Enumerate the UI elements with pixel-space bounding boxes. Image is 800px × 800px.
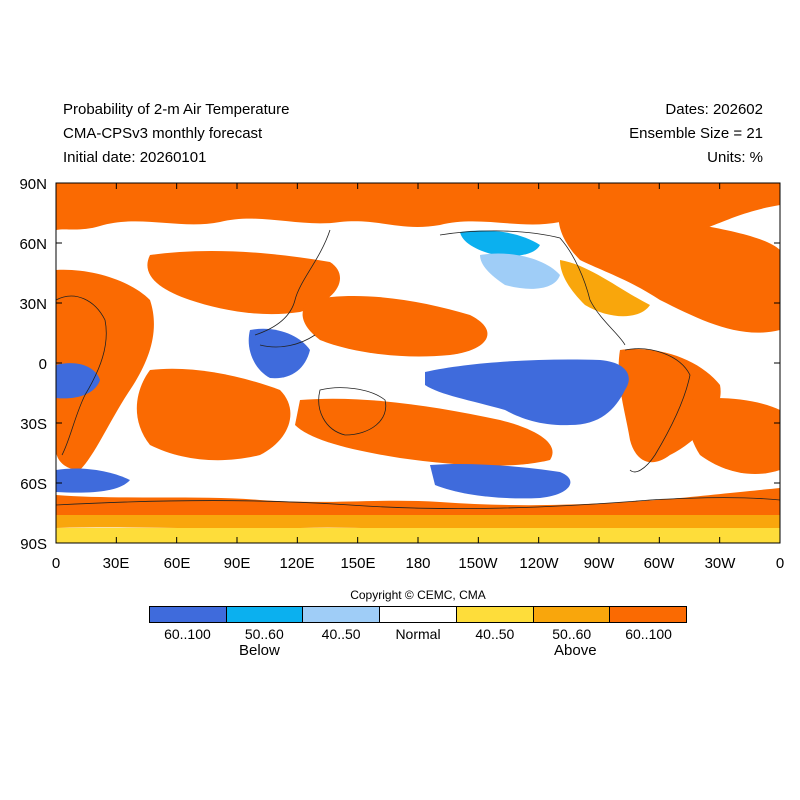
legend-label-above-low: 40..50 <box>475 626 515 642</box>
north-atlantic-above-region <box>558 208 780 333</box>
lon-label-90e: 90E <box>224 555 251 572</box>
lon-tick-marks <box>55 183 781 543</box>
forecast-dates: Dates: 202602 <box>665 101 763 118</box>
lon-label-60e: 60E <box>164 555 191 572</box>
lat-tick-marks <box>56 182 780 544</box>
coastline-south-america <box>624 348 691 473</box>
legend-box-normal <box>380 607 457 622</box>
legend-labels: 60..100 50..60 40..50 Normal 40..50 50..… <box>149 626 687 642</box>
lon-label-0-end: 0 <box>776 555 784 572</box>
west-indian-below-region <box>56 363 100 399</box>
legend-label-below-mid: 50..60 <box>244 626 284 642</box>
lon-label-60w: 60W <box>644 555 676 572</box>
north-america-below-region <box>480 253 560 289</box>
south-pacific-above-region <box>295 398 553 466</box>
lon-label-180: 180 <box>405 555 430 572</box>
legend-label-normal: Normal <box>395 626 441 642</box>
south-atlantic-above-region <box>688 398 780 475</box>
coastline-antarctica <box>56 497 780 509</box>
lat-label-60n: 60N <box>19 236 47 253</box>
lon-tick-labels: 0 30E 60E 90E 120E 150E 180 150W 120W 90… <box>52 555 784 572</box>
lon-label-90w: 90W <box>584 555 616 572</box>
lon-label-0: 0 <box>52 555 60 572</box>
lon-label-150w: 150W <box>458 555 498 572</box>
africa-above-region <box>56 269 154 470</box>
legend-box-below-low <box>303 607 381 622</box>
lat-label-30n: 30N <box>19 296 47 313</box>
legend-above-label: Above <box>554 642 597 659</box>
legend-below-label: Below <box>239 642 280 659</box>
legend-box-below-high <box>150 607 227 622</box>
lat-label-eq: 0 <box>39 356 47 373</box>
legend-label-above-mid: 50..60 <box>552 626 592 642</box>
initial-date: Initial date: 20260101 <box>63 149 207 166</box>
lon-label-30w: 30W <box>705 555 737 572</box>
maritime-continent-below-region <box>248 328 310 379</box>
legend-box-below-mid <box>226 607 304 622</box>
legend-label-below-low: 40..50 <box>321 626 361 642</box>
south-indian-below-region <box>56 468 130 493</box>
coastline-north-america <box>439 230 626 346</box>
north-pacific-above-region <box>302 295 488 357</box>
lat-label-30s: 30S <box>20 416 47 433</box>
probability-map: 90N 60N 30N 0 30S 60S 90S 0 30E 60E 90E … <box>19 176 784 572</box>
arctic-above-region <box>56 183 780 236</box>
map-field <box>56 183 780 543</box>
legend-box-above-low <box>456 607 534 622</box>
legend-label-below-high: 60..100 <box>164 626 211 642</box>
lon-label-150e: 150E <box>340 555 375 572</box>
coastline-australia <box>318 387 387 436</box>
legend-box-above-high <box>610 607 687 622</box>
lat-tick-labels: 90N 60N 30N 0 30S 60S 90S <box>19 176 47 553</box>
southern-ocean-below-region <box>430 463 571 499</box>
ensemble-size: Ensemble Size = 21 <box>629 125 763 142</box>
legend-colorbar <box>149 606 687 623</box>
legend: 60..100 50..60 40..50 Normal 40..50 50..… <box>149 606 687 659</box>
north-pacific-below-region <box>460 230 540 257</box>
lon-label-120w: 120W <box>519 555 559 572</box>
legend-box-above-mid <box>533 607 611 622</box>
legend-label-above-high: 60..100 <box>625 626 672 642</box>
southern-ocean-above-region <box>56 488 780 515</box>
antarctic-mid-above-region <box>56 515 780 532</box>
lon-label-30e: 30E <box>103 555 130 572</box>
copyright-notice: Copyright © CEMC, CMA <box>350 588 486 602</box>
lat-label-90n: 90N <box>19 176 47 193</box>
tropical-pacific-below-region <box>425 359 629 426</box>
central-asia-above-region <box>147 250 340 315</box>
units-label: Units: % <box>707 149 763 166</box>
lat-label-60s: 60S <box>20 476 47 493</box>
coastline-asia <box>254 229 331 348</box>
lat-label-90s: 90S <box>20 536 47 553</box>
indian-ocean-above-region <box>136 368 291 461</box>
coastline-africa <box>56 295 107 456</box>
coastlines <box>56 229 780 509</box>
lon-label-120e: 120E <box>279 555 314 572</box>
map-subtitle: CMA-CPSv3 monthly forecast <box>63 125 263 142</box>
map-title: Probability of 2-m Air Temperature <box>63 101 290 118</box>
west-atlantic-above-region <box>560 260 650 317</box>
